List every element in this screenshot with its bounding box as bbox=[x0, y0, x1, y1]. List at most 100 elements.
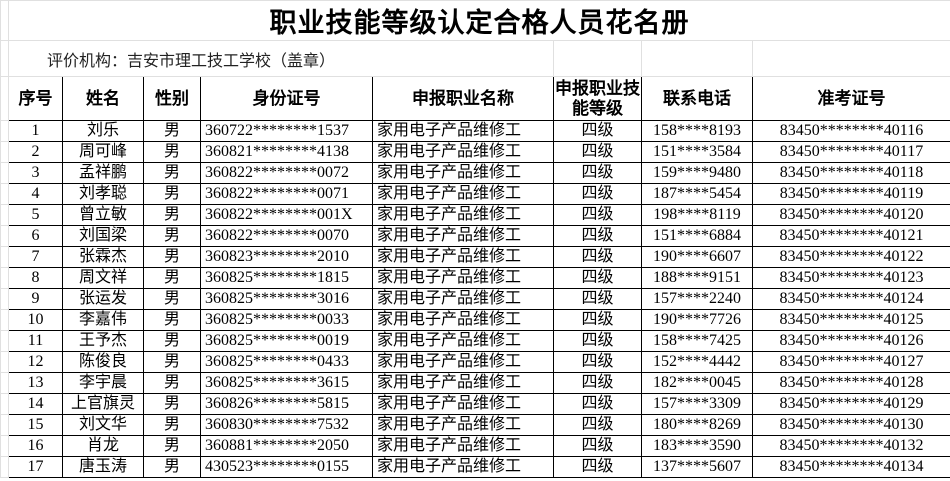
phone: 158****7425 bbox=[641, 330, 753, 352]
phone: 151****6884 bbox=[641, 225, 753, 247]
data-row: 13 李宇晨男 360825********3615 家用电子产品维修工 四级 182**… bbox=[0, 372, 950, 394]
name: 王予杰 bbox=[62, 330, 144, 352]
blank-cell bbox=[641, 40, 753, 77]
blank-cell bbox=[752, 40, 950, 77]
exam-number: 83450********40128 bbox=[752, 372, 950, 394]
serial-number: 11 bbox=[8, 330, 63, 352]
gender: 男 bbox=[143, 435, 201, 457]
name: 刘国梁 bbox=[62, 225, 144, 247]
serial-number: 16 bbox=[8, 435, 63, 457]
exam-number: 83450********40127 bbox=[752, 351, 950, 373]
gender: 男 bbox=[143, 351, 201, 373]
occupation: 家用电子产品维修工 bbox=[372, 183, 554, 205]
data-row: 5 曾立敏男 360822********001X 家用电子产品维修工 四级 198***… bbox=[0, 204, 950, 226]
skill-level: 四级 bbox=[553, 393, 642, 415]
title: 职业技能等级认定合格人员花名册 bbox=[8, 0, 950, 41]
name: 刘孝聪 bbox=[62, 183, 144, 205]
phone: 158****8193 bbox=[641, 120, 753, 142]
phone: 190****6607 bbox=[641, 246, 753, 268]
occupation: 家用电子产品维修工 bbox=[372, 393, 554, 415]
skill-level: 四级 bbox=[553, 162, 642, 184]
skill-level: 四级 bbox=[553, 204, 642, 226]
data-row: 9 张运发男 360825********3016 家用电子产品维修工 四级 157***… bbox=[0, 288, 950, 310]
exam-number: 83450********40118 bbox=[752, 162, 950, 184]
phone: 180****8269 bbox=[641, 414, 753, 436]
header-cell: 申报职业技能等级 bbox=[553, 76, 642, 121]
skill-level: 四级 bbox=[553, 330, 642, 352]
header-cell: 准考证号 bbox=[752, 76, 950, 121]
occupation: 家用电子产品维修工 bbox=[372, 330, 554, 352]
occupation: 家用电子产品维修工 bbox=[372, 246, 554, 268]
occupation: 家用电子产品维修工 bbox=[372, 435, 554, 457]
name: 唐玉涛 bbox=[62, 456, 144, 478]
occupation: 家用电子产品维修工 bbox=[372, 309, 554, 331]
serial-number: 8 bbox=[8, 267, 63, 289]
gender: 男 bbox=[143, 393, 201, 415]
data-row: 2 周可峰男 360821********4138 家用电子产品维修工 四级 151***… bbox=[0, 141, 950, 163]
exam-number: 83450********40129 bbox=[752, 393, 950, 415]
header-cell: 身份证号 bbox=[200, 76, 373, 121]
skill-level: 四级 bbox=[553, 141, 642, 163]
gender: 男 bbox=[143, 141, 201, 163]
org-row: 评价机构：吉安市理工技工学校（盖章） bbox=[0, 40, 950, 77]
phone: 183****3590 bbox=[641, 435, 753, 457]
id-number: 360825********3016 bbox=[200, 288, 373, 310]
blank-cell bbox=[0, 246, 9, 268]
gender: 男 bbox=[143, 246, 201, 268]
gender: 男 bbox=[143, 204, 201, 226]
header-cell: 联系电话 bbox=[641, 76, 753, 121]
skill-level: 四级 bbox=[553, 456, 642, 478]
blank-cell bbox=[0, 141, 9, 163]
exam-number: 83450********40125 bbox=[752, 309, 950, 331]
name: 李宇晨 bbox=[62, 372, 144, 394]
id-number: 360722********1537 bbox=[200, 120, 373, 142]
phone: 188****9151 bbox=[641, 267, 753, 289]
skill-level: 四级 bbox=[553, 435, 642, 457]
blank-cell bbox=[0, 372, 9, 394]
gender: 男 bbox=[143, 120, 201, 142]
serial-number: 12 bbox=[8, 351, 63, 373]
gender: 男 bbox=[143, 162, 201, 184]
blank-cell bbox=[0, 225, 9, 247]
serial-number: 14 bbox=[8, 393, 63, 415]
occupation: 家用电子产品维修工 bbox=[372, 288, 554, 310]
header-row: 序号 姓名 性别 身份证号 申报职业名称 申报职业技能等级 联系电话 准考证号 bbox=[0, 76, 950, 121]
data-row: 10 李嘉伟男 360825********0033 家用电子产品维修工 四级 190**… bbox=[0, 309, 950, 331]
occupation: 家用电子产品维修工 bbox=[372, 351, 554, 373]
header-cell: 姓名 bbox=[62, 76, 144, 121]
organization: 评价机构：吉安市理工技工学校（盖章） bbox=[8, 40, 554, 77]
serial-number: 6 bbox=[8, 225, 63, 247]
exam-number: 83450********40134 bbox=[752, 456, 950, 478]
blank-cell bbox=[0, 309, 9, 331]
exam-number: 83450********40119 bbox=[752, 183, 950, 205]
serial-number: 9 bbox=[8, 288, 63, 310]
occupation: 家用电子产品维修工 bbox=[372, 225, 554, 247]
blank-cell bbox=[0, 76, 9, 121]
exam-number: 83450********40130 bbox=[752, 414, 950, 436]
blank-cell bbox=[0, 162, 9, 184]
title-row: 职业技能等级认定合格人员花名册 bbox=[0, 0, 950, 41]
id-number: 360881********2050 bbox=[200, 435, 373, 457]
id-number: 360822********001X bbox=[200, 204, 373, 226]
name: 周文祥 bbox=[62, 267, 144, 289]
blank-cell bbox=[0, 183, 9, 205]
blank-cell bbox=[553, 40, 642, 77]
name: 孟祥鹏 bbox=[62, 162, 144, 184]
id-number: 360825********0033 bbox=[200, 309, 373, 331]
phone: 190****7726 bbox=[641, 309, 753, 331]
occupation: 家用电子产品维修工 bbox=[372, 414, 554, 436]
skill-level: 四级 bbox=[553, 246, 642, 268]
occupation: 家用电子产品维修工 bbox=[372, 141, 554, 163]
name: 张霖杰 bbox=[62, 246, 144, 268]
id-number: 360826********5815 bbox=[200, 393, 373, 415]
blank-cell bbox=[0, 414, 9, 436]
phone: 157****2240 bbox=[641, 288, 753, 310]
exam-number: 83450********40124 bbox=[752, 288, 950, 310]
blank-cell bbox=[0, 351, 9, 373]
name: 肖龙 bbox=[62, 435, 144, 457]
header-cell: 申报职业名称 bbox=[372, 76, 554, 121]
gender: 男 bbox=[143, 288, 201, 310]
